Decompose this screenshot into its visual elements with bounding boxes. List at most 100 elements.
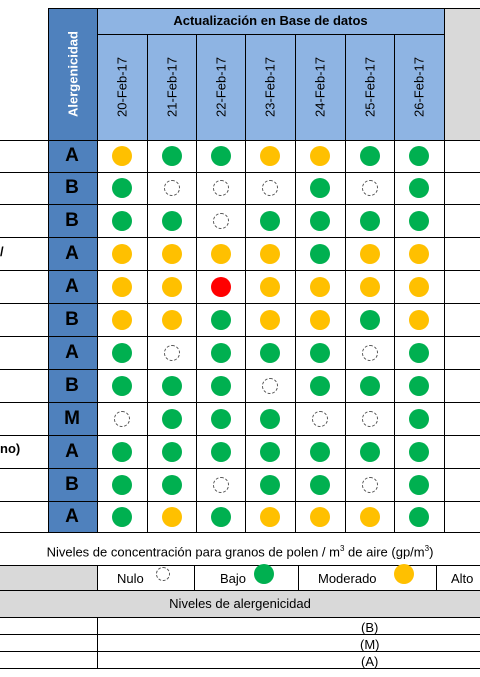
level-moderado-icon [310,276,330,297]
grid-col-line [295,34,296,532]
grid-row-line [0,532,480,533]
alergenicidad-letter: A [65,341,79,363]
alergenicidad-letter: B [65,209,79,231]
alergenicidad-letter: A [65,145,79,166]
level-moderado-icon [161,506,182,527]
grid-row-line [0,237,480,238]
level-moderado-icon [409,309,429,330]
level-bajo-icon [161,210,182,231]
alergenicidad-letter: M [64,407,80,429]
legend-title: Niveles de concentración para granos de … [0,532,480,565]
level-moderado-icon [359,243,380,264]
legend-col-line [194,565,195,590]
level-bajo-icon [359,210,380,231]
level-bajo-icon [161,375,182,396]
level-bajo-icon [210,441,231,462]
date-header-5: 24-Feb-17 [295,34,345,140]
level-moderado-icon [310,506,330,527]
alergenicidad-letter: A [65,440,79,462]
level-bajo-icon [310,210,330,231]
level-bajo-icon [409,178,429,198]
level-bajo-icon [310,474,330,495]
level-bajo-icon [359,375,380,396]
grid-row-line [0,172,480,173]
date-header-label: 23-Feb-17 [262,57,278,117]
row-fragment-4: / [0,244,4,259]
legend-title-suffix: ) [429,544,434,560]
level-bajo-icon [161,474,182,495]
level-moderado-icon [112,309,132,330]
level-moderado-icon [260,506,280,527]
legend-title-sup: 3 [339,544,345,553]
level-bajo-icon [210,342,231,363]
level-bajo-icon [359,441,380,462]
grid-row-line [0,402,480,403]
level-bajo-icon [310,178,330,198]
legend-title-sup2: 3 [424,544,430,553]
grid-col-line [147,34,148,532]
level-bajo-icon [409,506,429,527]
alergenicidad-legend-title: Niveles de alergenicidad [169,596,311,611]
legend-line [0,651,480,652]
level-moderado-icon [112,146,132,166]
legend-title-prefix: Niveles de concentración para granos de … [46,544,340,560]
level-bajo-icon [260,342,280,363]
grid-col-line [394,34,395,532]
legend-col-line [97,617,98,668]
level-moderado-icon [161,276,182,297]
date-header-2: 21-Feb-17 [147,34,196,140]
date-header-label: 24-Feb-17 [312,57,328,117]
date-header-label: 25-Feb-17 [362,57,377,117]
level-bajo-icon [260,408,280,429]
level-moderado-icon [260,276,280,297]
level-bajo-icon [112,474,132,495]
level-bajo-icon [112,441,132,462]
level-bajo-icon [310,342,330,363]
level-bajo-icon [409,474,429,495]
level-bajo-icon [409,375,429,396]
level-bajo-icon [260,474,280,495]
alergenicidad-header-bg [48,8,97,140]
level-bajo-icon [310,243,330,264]
legend-nulo-label: Nulo [117,571,144,586]
date-header-6: 25-Feb-17 [345,34,394,140]
level-bajo-icon [210,375,231,396]
level-nulo-icon [163,180,180,196]
alergenicidad-letter: B [65,177,79,198]
level-moderado-icon [310,146,330,166]
legend-line [0,617,480,618]
alergenicidad-letter: B [65,308,79,330]
level-nulo-icon [312,410,328,427]
legend-line [0,590,480,591]
grid-col-line [196,34,197,532]
alergenicidad-letter: A [65,275,79,297]
level-bajo-icon [112,342,132,363]
level-bajo-icon [409,408,429,429]
legend-line [0,634,480,635]
date-header-3: 22-Feb-17 [196,34,245,140]
grid-row-line [0,435,480,436]
grid-row-line [0,468,480,469]
alergenicidad-legend-a: (A) [361,654,379,669]
level-moderado-icon [161,243,182,264]
date-header-4: 23-Feb-17 [245,34,295,140]
level-bajo-icon [260,441,280,462]
grid-row-line [0,270,480,271]
level-moderado-icon [260,243,280,264]
legend-bajo-label: Bajo [220,571,247,586]
level-bajo-icon [210,146,231,166]
grid-row-line [0,204,480,205]
level-bajo-icon [409,210,429,231]
level-nulo-icon [212,476,229,493]
legend-bajo-icon [254,564,274,584]
level-bajo-icon [210,408,231,429]
legend-col-line [97,565,98,590]
level-bajo-icon [359,309,380,330]
level-nulo-icon [114,410,130,427]
level-nulo-icon [212,212,229,229]
level-nulo-icon [361,476,378,493]
level-moderado-icon [260,146,280,166]
grid-col-line [48,8,49,532]
level-bajo-icon [161,408,182,429]
legend-col-line [298,565,299,590]
